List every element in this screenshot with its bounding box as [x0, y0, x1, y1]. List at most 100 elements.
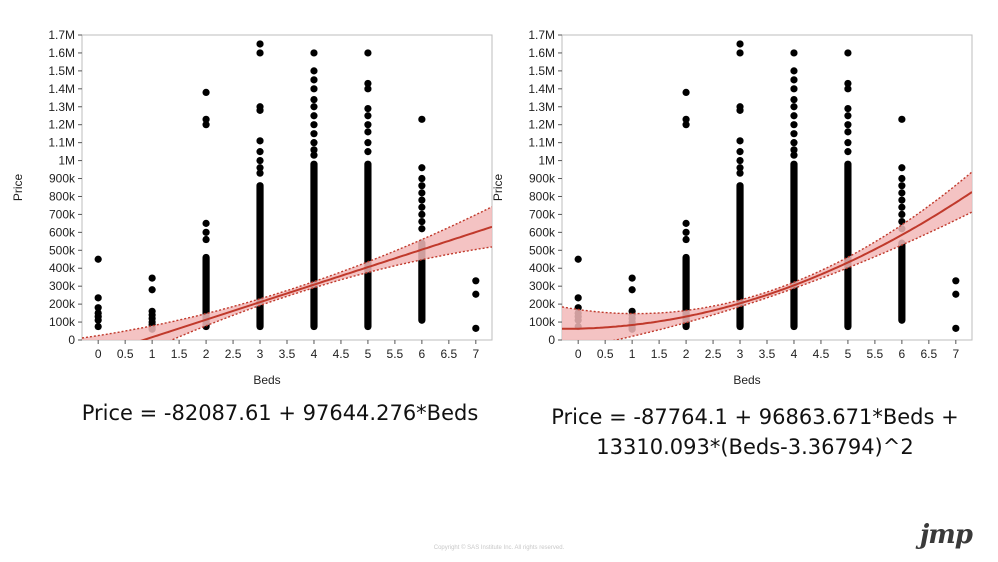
charts-canvas: 0 100k 200k 300k 400k 500k 600k 700k 800k 900k 1M 1…: [11, 28, 973, 387]
data-point: [790, 103, 798, 111]
y-tick-label: 1.1M: [528, 136, 555, 150]
data-point: [736, 156, 744, 165]
data-point: [364, 79, 372, 88]
x-tick-label: 5.5: [867, 347, 884, 361]
jmp-logo: jmp: [919, 520, 973, 550]
data-point: [418, 182, 426, 190]
data-point: [418, 210, 426, 219]
data-point-cluster: [310, 160, 318, 331]
data-point-cluster: [736, 182, 744, 331]
data-point: [574, 255, 582, 263]
linear-fit-equation: Price = -82087.61 + 97644.276*Beds: [81, 401, 479, 425]
data-point: [418, 115, 426, 123]
data-point: [736, 137, 744, 145]
y-tick-label: 400k: [49, 261, 76, 275]
x-tick-label: 2.5: [225, 347, 242, 361]
quadratic-fit-equation: Price = -87764.1 + 96863.671*Beds + 1331…: [515, 402, 995, 462]
x-axis-label: Beds: [733, 373, 760, 387]
data-point: [94, 322, 102, 331]
data-point: [898, 164, 906, 172]
data-point: [364, 128, 372, 136]
data-point: [844, 112, 852, 120]
y-tick-label: 1.3M: [48, 100, 75, 114]
data-point: [790, 49, 798, 57]
data-point: [418, 164, 426, 172]
data-point: [202, 121, 210, 129]
data-point: [310, 139, 318, 147]
data-point: [310, 146, 318, 154]
x-tick-label: 5.5: [387, 347, 404, 361]
y-tick-label: 1.6M: [48, 46, 75, 60]
x-tick-label: 3: [737, 347, 744, 361]
data-point: [844, 128, 852, 136]
data-point: [202, 235, 210, 244]
data-point: [418, 225, 426, 233]
data-point: [364, 121, 372, 129]
data-point: [736, 106, 744, 114]
x-axis-label: Beds: [253, 373, 280, 387]
y-tick-label: 1.6M: [528, 46, 555, 60]
y-tick-label: 600k: [529, 225, 556, 239]
data-point: [256, 40, 264, 48]
x-tick-label: 0: [575, 347, 582, 361]
y-tick-label: 900k: [49, 172, 76, 186]
x-tick-label: 2: [683, 347, 690, 361]
data-point: [736, 164, 744, 172]
y-tick-label: 1.4M: [48, 82, 75, 96]
x-tick-label: 6.5: [440, 347, 457, 361]
data-point: [94, 294, 102, 302]
data-point: [310, 49, 318, 57]
y-tick-label: 0: [548, 333, 555, 347]
data-point: [364, 112, 372, 120]
confidence-band: [562, 171, 972, 340]
y-tick-label: 300k: [529, 279, 556, 293]
data-point: [682, 115, 690, 123]
y-tick-label: 0: [68, 333, 75, 347]
plot-area: [82, 40, 492, 340]
copyright-footer: Copyright © SAS Institute Inc. All right…: [433, 545, 565, 551]
y-tick-label: 1.5M: [528, 64, 555, 78]
scatter-chart-1: 0 100k 200k 300k 400k 500k 600k 700k 800k 900k 1M 1…: [11, 28, 493, 387]
data-point: [148, 274, 156, 282]
data-point: [682, 235, 690, 244]
y-tick-label: 500k: [49, 243, 76, 257]
data-point: [682, 121, 690, 129]
data-point: [790, 139, 798, 147]
y-tick-label: 1.2M: [528, 118, 555, 132]
y-tick-label: 700k: [49, 207, 76, 221]
data-point: [790, 95, 798, 104]
data-point: [364, 104, 372, 113]
data-point-cluster: [898, 239, 906, 324]
data-point: [256, 148, 264, 156]
data-point-cluster: [364, 160, 372, 331]
data-point-cluster: [844, 160, 852, 331]
fit-line: [562, 191, 972, 330]
y-tick-label: 1.3M: [528, 100, 555, 114]
x-tick-label: 5: [365, 347, 372, 361]
y-tick-label: 1.4M: [528, 82, 555, 96]
y-tick-label: 200k: [49, 297, 76, 311]
x-tick-label: 4.5: [813, 347, 830, 361]
scatter-chart-2: 0 100k 200k 300k 400k 500k 600k 700k 800k 900k 1M 1…: [491, 28, 973, 387]
y-tick-label: 1.7M: [528, 28, 555, 42]
data-point: [364, 49, 372, 57]
data-point: [310, 76, 318, 84]
x-tick-label: 5: [845, 347, 852, 361]
data-point-cluster: [790, 160, 798, 331]
data-point: [628, 286, 636, 294]
data-point: [898, 203, 906, 211]
data-point: [844, 79, 852, 88]
x-tick-label: 6: [899, 347, 906, 361]
y-tick-label: 1M: [538, 154, 555, 168]
x-tick-label: 1.5: [171, 347, 188, 361]
data-point: [364, 85, 372, 93]
plot-area: [562, 40, 972, 340]
data-point: [418, 174, 426, 183]
data-point: [574, 294, 582, 302]
data-point: [736, 49, 744, 57]
data-point: [418, 189, 426, 197]
data-point: [952, 290, 960, 298]
data-point: [472, 277, 480, 285]
y-tick-label: 400k: [529, 261, 556, 275]
data-point: [898, 189, 906, 197]
